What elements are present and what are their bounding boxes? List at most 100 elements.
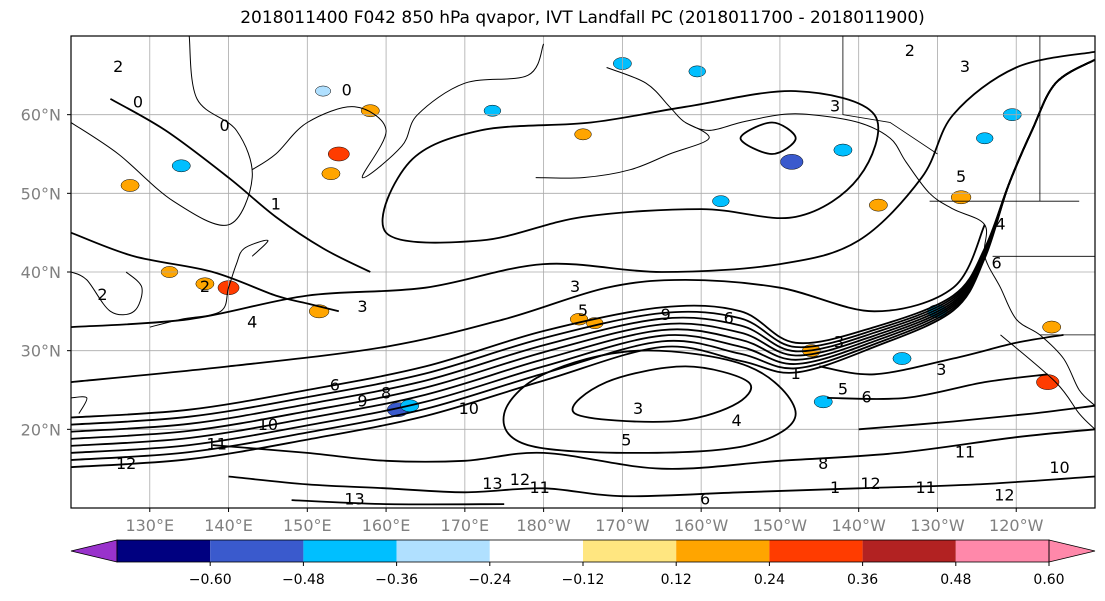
- shaded-patch-0: [328, 146, 350, 162]
- shaded-patch-1: [321, 167, 341, 180]
- chart-title: 2018011400 F042 850 hPa qvapor, IVT Land…: [240, 8, 925, 28]
- shaded-patch-29: [712, 195, 730, 208]
- colorbar-tick-label: −0.36: [375, 572, 418, 588]
- contour-label: 3: [834, 332, 844, 351]
- contour-label: 11: [207, 435, 227, 454]
- x-tick-label: 160°W: [674, 516, 729, 535]
- colorbar-segment: [769, 540, 863, 562]
- contour-label: 11: [529, 478, 549, 497]
- contour-line-3: [109, 98, 371, 273]
- x-tick-label: 130°E: [125, 516, 174, 535]
- contour-label: 4: [247, 313, 257, 332]
- x-tick-label: 150°E: [283, 516, 332, 535]
- contour-label: 12: [860, 474, 880, 493]
- contour-label: 11: [915, 478, 935, 497]
- border-0: [842, 36, 938, 155]
- coastlines: [71, 36, 1095, 430]
- colorbar-extend-low: [70, 539, 118, 563]
- contour-label: 5: [838, 380, 848, 399]
- contour-label: 2: [905, 41, 915, 60]
- contour-jet-7: [71, 58, 1095, 468]
- contour-line-13: [858, 404, 1095, 431]
- colorbar-ticks: −0.60 −0.48 −0.36 −0.24 −0.12 0.12 0.24 0.36 0.4…: [189, 562, 1065, 588]
- contour-label: 2: [113, 57, 123, 76]
- contour-label: 12: [510, 470, 530, 489]
- contour-line-4: [71, 231, 340, 313]
- contour-label: 6: [861, 387, 871, 406]
- contour-line-10: [291, 499, 505, 506]
- y-tick-label: 50°N: [21, 184, 61, 203]
- contour-label: 2: [97, 285, 107, 304]
- colorbar-tick-label: 0.36: [847, 572, 878, 588]
- colorbar-tick-label: 0.24: [754, 572, 785, 588]
- contour-line-7: [739, 121, 797, 155]
- contour-label: 9: [661, 305, 671, 324]
- colorbar-tick-label: −0.12: [562, 572, 605, 588]
- shaded-patch-15: [574, 128, 592, 141]
- contour-label: 6: [724, 309, 734, 328]
- colorbar-segment: [955, 540, 1049, 562]
- shaded-patch-18: [869, 198, 888, 212]
- colorbar-tick-label: −0.24: [468, 572, 511, 588]
- contour-label: 0: [133, 92, 143, 111]
- x-tick-label: 170°E: [441, 516, 490, 535]
- contour-label: 3: [570, 277, 580, 296]
- coastline-1: [251, 43, 545, 179]
- colorbar-segment: [583, 540, 677, 562]
- contour-label: 12: [116, 454, 136, 473]
- shaded-patch-17: [833, 143, 853, 157]
- colorbar-segment: [676, 540, 770, 562]
- contour-label: 5: [956, 167, 966, 186]
- colorbar-tick-label: 0.60: [1033, 572, 1064, 588]
- y-tick-label: 30°N: [21, 342, 61, 361]
- contour-line-1: [71, 50, 1095, 328]
- coastline-4: [71, 396, 88, 414]
- contour-label: 3: [357, 297, 367, 316]
- contour-line-6: [502, 349, 797, 454]
- contour-line-8: [212, 428, 1095, 470]
- contour-label: 8: [381, 383, 391, 402]
- x-tick-label: 140°W: [832, 516, 887, 535]
- colorbar-tick-label: −0.60: [189, 572, 232, 588]
- shaded-patch-16: [780, 154, 804, 170]
- colorbar-segment: [489, 540, 583, 562]
- contour-label: 3: [960, 57, 970, 76]
- contour-label: 13: [344, 490, 364, 509]
- contour-label: 2: [200, 277, 210, 296]
- ivt-contours: [71, 50, 1095, 506]
- contour-label: 4: [732, 411, 742, 430]
- coastline-3: [149, 239, 269, 328]
- contour-line-2: [381, 90, 880, 244]
- coastline-6: [535, 122, 710, 179]
- contour-label: 3: [830, 96, 840, 115]
- colorbar-tick-label: −0.48: [282, 572, 325, 588]
- contour-label: 6: [330, 376, 340, 395]
- coastline-0: [71, 36, 253, 226]
- contour-label: 10: [459, 399, 479, 418]
- shaded-patch-26: [976, 132, 994, 145]
- contour-label: 5: [621, 431, 631, 450]
- colorbar-segment: [862, 540, 956, 562]
- contour-label: 13: [482, 474, 502, 493]
- colorbar-segment: [396, 540, 490, 562]
- shaded-patch-3: [171, 159, 191, 173]
- colorbar-segment: [303, 540, 397, 562]
- shaded-patch-28: [483, 104, 502, 117]
- contour-label: 1: [830, 478, 840, 497]
- x-tick-label: 170°W: [595, 516, 650, 535]
- colorbar: [70, 539, 1096, 563]
- contour-label: 4: [995, 214, 1005, 233]
- x-tick-label: 130°W: [910, 516, 965, 535]
- x-tick-label: 160°E: [362, 516, 411, 535]
- shaded-patch-30: [951, 190, 972, 205]
- x-tick-label: 150°W: [753, 516, 808, 535]
- shaded-patch-2: [360, 104, 380, 118]
- y-tick-label: 60°N: [21, 106, 61, 125]
- contour-label: 0: [220, 116, 230, 135]
- shaded-patch-14: [688, 65, 706, 78]
- contour-line-5: [571, 365, 753, 423]
- coastline-5: [606, 67, 1095, 407]
- shaded-patch-27: [315, 85, 331, 97]
- contour-label: 0: [342, 81, 352, 100]
